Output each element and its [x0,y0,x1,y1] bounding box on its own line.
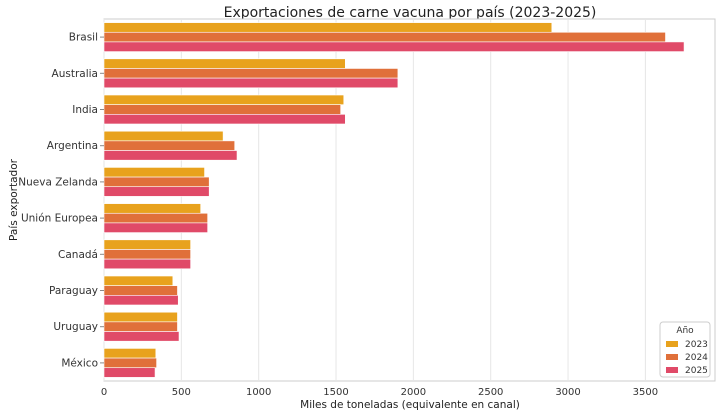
bar-2025 [103,77,399,89]
bar-2025 [103,222,208,233]
bar-2024 [103,176,210,188]
bar-2023 [103,311,178,323]
y-tick-label: India [72,104,98,116]
bar-2023 [103,275,174,286]
x-tick-label: 2000 [401,387,426,398]
bar-2025 [103,295,179,306]
bar-2024 [103,140,236,151]
legend-label-2024: 2024 [685,353,708,363]
bar-2024 [103,31,666,43]
bar-2025 [103,150,238,161]
legend-label-2023: 2023 [685,340,708,350]
x-tick-label: 3500 [633,387,658,398]
bar-2025 [103,41,685,52]
y-tick-label: México [61,357,98,369]
legend-swatch-2023 [666,341,678,347]
bar-2023 [103,239,191,250]
bar-2023 [103,94,345,105]
bar-2025 [103,114,346,125]
y-tick-label: Unión Europea [21,213,98,225]
bar-2024 [103,212,208,224]
y-tick-label: Brasil [69,32,98,44]
y-tick-label: Nueva Zelanda [18,176,98,188]
y-axis-title: País exportador [8,158,20,241]
bar-2025 [103,331,180,342]
bar-2023 [103,130,224,142]
legend-swatch-2024 [666,354,678,360]
x-tick-label: 2500 [478,387,503,398]
x-tick-label: 0 [101,387,107,398]
bar-2024 [103,357,157,369]
legend-box [659,321,711,378]
x-tick-label: 1500 [323,387,348,398]
x-tick-label: 500 [172,387,191,398]
bar-2025 [103,258,191,270]
legend-title: Año [676,326,694,336]
bar-2023 [103,203,201,214]
y-tick-label: Australia [52,68,98,80]
bar-2023 [103,22,553,33]
legend: Año 2023 2024 2025 [659,321,711,378]
y-tick-label: Argentina [47,140,98,152]
y-tick-label: Canadá [58,249,98,261]
bar-2025 [103,367,156,378]
bar-2024 [103,104,341,115]
bar-2024 [103,249,191,260]
bar-2023 [103,167,205,178]
x-axis-title: Miles de toneladas (equivalente en canal… [300,399,520,411]
chart-title: Exportaciones de carne vacuna por país (… [224,5,597,21]
bar-2023 [103,58,346,69]
bar-2023 [103,348,157,359]
bar-2025 [103,186,210,197]
legend-label-2025: 2025 [685,366,708,376]
bar-2024 [103,285,178,296]
y-tick-label: Uruguay [53,321,98,333]
legend-swatch-2025 [666,367,678,373]
y-tick-label: Paraguay [49,285,98,297]
bar-2024 [103,68,399,79]
bar-2024 [103,321,178,332]
x-tick-label: 1000 [246,387,271,398]
x-tick-label: 3000 [555,387,580,398]
